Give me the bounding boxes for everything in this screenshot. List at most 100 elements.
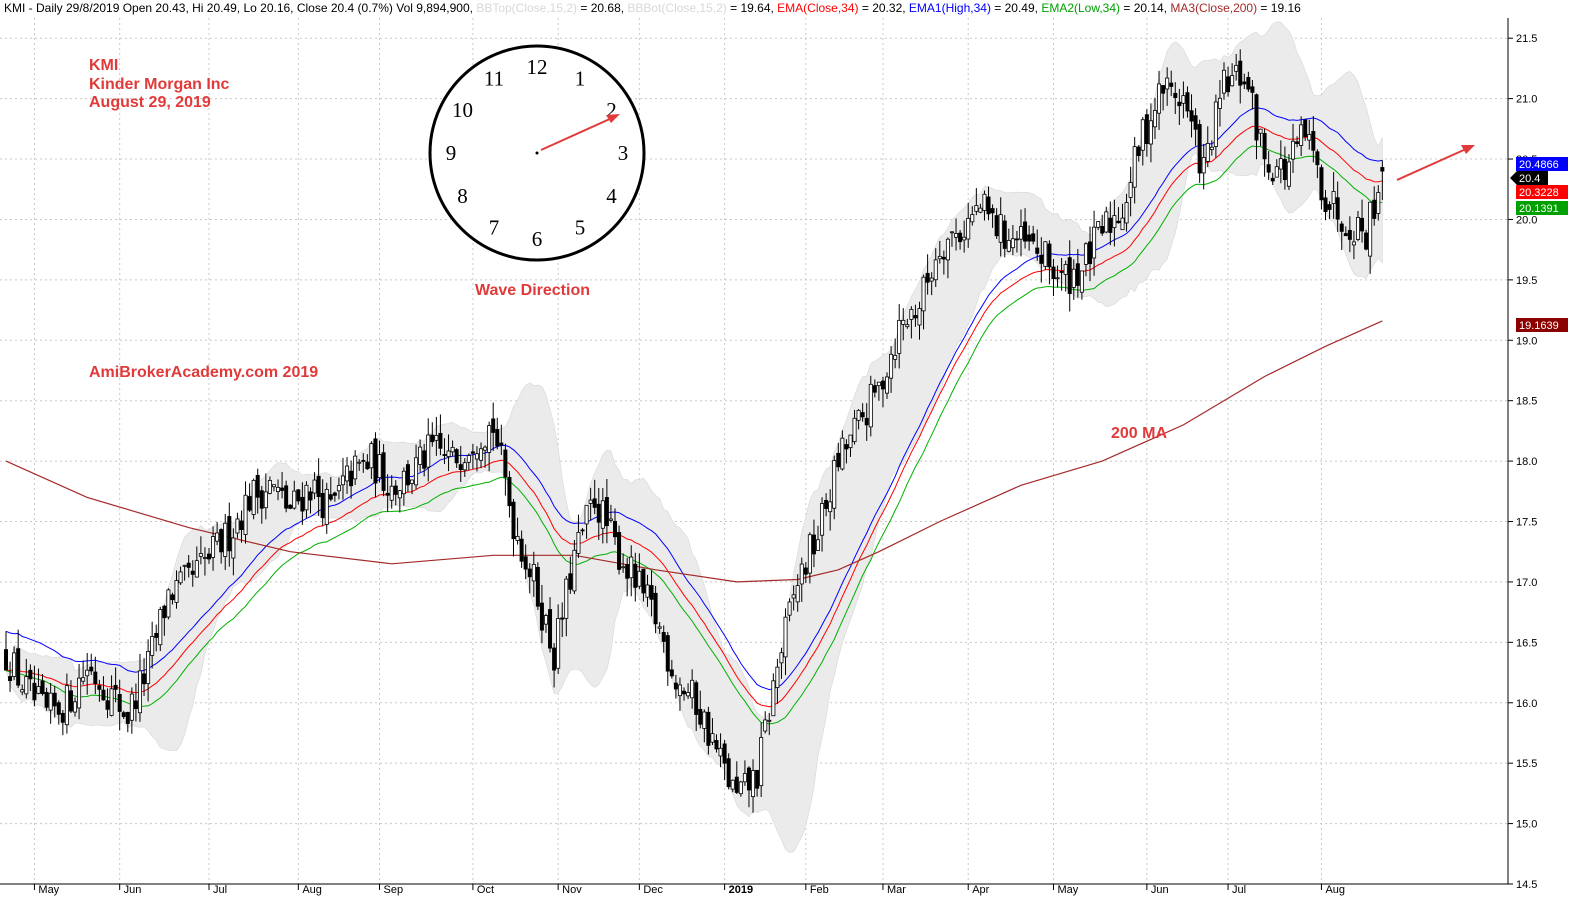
x-tick-label: Nov <box>562 884 582 896</box>
direction-arrowhead <box>1461 145 1475 154</box>
candle-body <box>357 461 362 464</box>
y-tick-label: 15.0 <box>1516 819 1537 831</box>
candle-body <box>60 712 65 723</box>
candle-body <box>868 383 873 428</box>
candle-body <box>1047 243 1052 268</box>
candle-body <box>227 516 232 552</box>
x-tick-label: Aug <box>302 884 322 896</box>
candle-body <box>401 470 406 495</box>
candle-body <box>1152 110 1157 128</box>
candle-body <box>385 492 390 496</box>
candle-body <box>280 487 285 491</box>
candle-body <box>1209 146 1214 150</box>
candle-body <box>194 560 199 578</box>
candle-body <box>121 712 126 717</box>
candle-body <box>101 689 106 701</box>
candle-body <box>1055 277 1060 280</box>
candle-body <box>864 417 869 426</box>
clock-hand <box>540 117 613 151</box>
candle-body <box>1238 60 1243 86</box>
candle-body <box>1274 166 1279 178</box>
x-tick-label: Feb <box>810 884 829 896</box>
candle-body <box>1002 220 1007 249</box>
candle-body <box>844 444 849 450</box>
candle-body <box>560 617 565 620</box>
candle-body <box>146 651 151 684</box>
candle-body <box>1311 131 1316 151</box>
candle-body <box>917 308 922 326</box>
candle-body <box>36 686 41 694</box>
candle-body <box>56 702 61 715</box>
candle-body <box>292 490 297 509</box>
candle-body <box>304 484 309 511</box>
candle-body <box>1323 197 1328 212</box>
candle-body <box>52 692 57 707</box>
candle-body <box>320 492 325 519</box>
candle-body <box>170 594 175 601</box>
y-tick-label: 18.5 <box>1516 396 1537 408</box>
candle-body <box>876 381 881 387</box>
candle-body <box>68 690 73 712</box>
candle-body <box>1258 128 1263 134</box>
candle-body <box>1019 226 1024 240</box>
wave-direction-label: Wave Direction <box>475 282 590 299</box>
candle-body <box>1335 197 1340 220</box>
y-tick-label: 14.5 <box>1516 879 1537 891</box>
x-tick-label: Oct <box>477 884 494 896</box>
candle-body <box>300 496 305 512</box>
candle-body <box>474 453 479 460</box>
candle-body <box>531 563 536 582</box>
clock-hand-arrowhead <box>606 114 620 123</box>
candle-body <box>1213 101 1218 147</box>
candle-body <box>1197 124 1202 174</box>
candle-body <box>361 460 366 462</box>
candle-body <box>503 449 508 478</box>
x-tick-label: Aug <box>1325 884 1345 896</box>
candle-body <box>588 499 593 504</box>
candle-body <box>1027 234 1032 242</box>
price-tags: 20.4866 20.4 20.3228 20.1391 19.1639 <box>1510 157 1568 332</box>
candle-body <box>1278 158 1283 170</box>
candle-body <box>77 677 82 709</box>
candle-body <box>1254 94 1259 141</box>
price-tag-label: 20.1391 <box>1519 203 1559 215</box>
candle-body <box>621 566 626 569</box>
candle-body <box>755 769 760 789</box>
candle-body <box>316 475 321 498</box>
candle-body <box>466 455 471 463</box>
candle-body <box>949 231 954 234</box>
candle-body <box>548 609 553 649</box>
candle-body <box>40 680 45 695</box>
candle-body <box>954 233 959 238</box>
candle-body <box>1319 167 1324 201</box>
candle-body <box>162 605 167 619</box>
x-tick-label: May <box>38 884 59 896</box>
candle-body <box>259 490 264 509</box>
candle-body <box>1100 226 1105 234</box>
ema2-line <box>5 145 1383 725</box>
y-tick-label: 15.5 <box>1516 758 1537 770</box>
candle-body <box>1189 110 1194 122</box>
candle-body <box>1315 151 1320 166</box>
x-tick-label: Jun <box>1151 884 1169 896</box>
candle-body <box>929 277 934 282</box>
candle-body <box>243 494 248 535</box>
candle-body <box>1217 97 1222 109</box>
candle-body <box>572 549 577 592</box>
candle-body <box>1380 167 1385 172</box>
candle-body <box>1246 76 1251 90</box>
candle-body <box>604 497 609 527</box>
candle-body <box>600 500 605 529</box>
candle-body <box>284 485 289 509</box>
candle-body <box>702 711 707 729</box>
candle-body <box>223 522 228 557</box>
candle-body <box>820 503 825 536</box>
chart-header: KMI - Daily 29/8/2019 Open 20.43, Hi 20.… <box>4 1 1301 15</box>
candle-body <box>186 562 191 568</box>
candle-body <box>795 585 800 603</box>
candle-body <box>677 684 682 697</box>
candle-body <box>1031 233 1036 242</box>
x-tick-label: Mar <box>887 884 906 896</box>
candle-body <box>24 676 29 695</box>
